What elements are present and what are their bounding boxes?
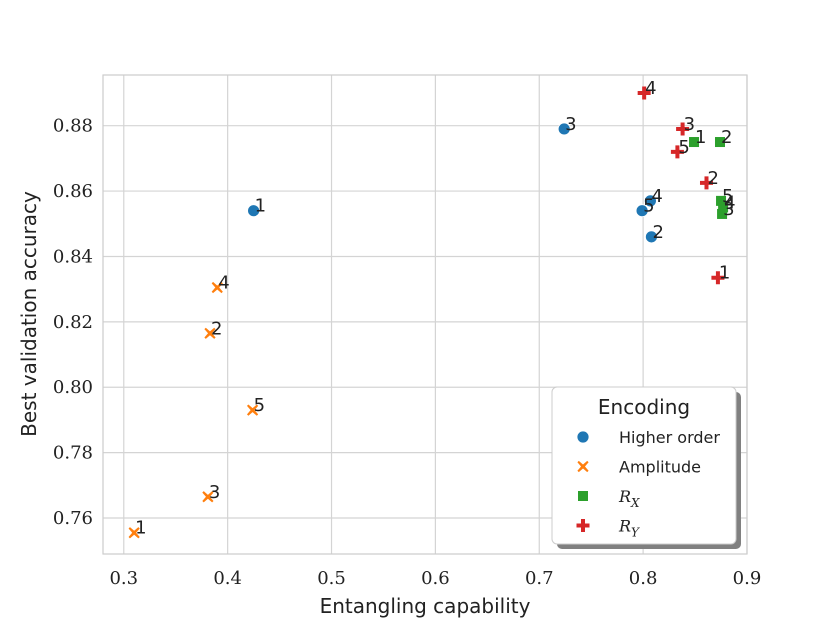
point-label: 2: [211, 318, 222, 339]
point-label: 5: [254, 395, 265, 416]
data-point: [699, 176, 713, 190]
point-label: 5: [678, 137, 689, 158]
data-point: [714, 137, 725, 148]
point-label: 2: [721, 127, 732, 148]
x-tick-label: 0.8: [629, 568, 658, 589]
point-label: 3: [565, 114, 576, 135]
point-label: 2: [652, 222, 663, 243]
point-label: 4: [724, 192, 735, 213]
data-point: [716, 195, 727, 206]
data-point: [670, 145, 684, 159]
y-tick-label: 0.78: [53, 443, 93, 464]
legend-label: Amplitude: [619, 458, 701, 477]
point-label: 3: [209, 482, 220, 503]
legend-label: Higher order: [619, 428, 720, 447]
point-label: 5: [722, 186, 733, 207]
data-point: [247, 204, 261, 218]
data-point: [718, 202, 729, 213]
data-point: [211, 281, 223, 294]
point-label: 5: [643, 196, 654, 217]
legend-marker: [577, 460, 589, 473]
y-tick-label: 0.88: [53, 116, 93, 137]
y-tick-label: 0.80: [53, 377, 93, 398]
data-point: [689, 137, 700, 148]
data-point: [557, 122, 571, 136]
point-label: 3: [723, 199, 734, 220]
data-point: [645, 230, 658, 244]
point-label: 2: [707, 168, 718, 189]
y-tick-label: 0.82: [53, 312, 93, 333]
point-label: 4: [651, 186, 662, 207]
data-point: [644, 194, 657, 208]
data-point: [246, 404, 259, 416]
point-label: 1: [135, 518, 146, 539]
data-point: [717, 208, 728, 219]
x-tick-labels: 0.3 0.4 0.5 0.6 0.7 0.8 0.9: [109, 568, 761, 589]
x-tick-label: 0.4: [213, 568, 242, 589]
legend-marker: [576, 519, 590, 532]
y-tick-labels: 0.76 0.78 0.80 0.82 0.84 0.86 0.88: [53, 116, 93, 529]
legend-label: RY: [618, 517, 640, 540]
point-label: 1: [695, 127, 706, 148]
legend-box: [551, 386, 737, 545]
x-tick-label: 0.7: [525, 568, 554, 589]
legend-marker: [576, 430, 590, 444]
grid-lines: [103, 75, 748, 554]
y-tick-label: 0.76: [53, 508, 93, 529]
x-axis-title: Entangling capability: [320, 594, 531, 618]
plot-frame: [102, 74, 748, 555]
data-point: [202, 491, 214, 503]
legend-title: Encoding: [598, 395, 690, 419]
point-label: 4: [218, 273, 229, 294]
data-point: [711, 271, 725, 285]
legend: Encoding Higher order Amplitude RX RY: [551, 386, 741, 549]
x-tick-label: 0.6: [421, 568, 450, 589]
point-markers: [128, 86, 729, 539]
legend-label: RX: [618, 487, 640, 510]
data-point: [637, 86, 651, 100]
y-tick-label: 0.86: [53, 181, 93, 202]
point-label: 4: [645, 78, 656, 99]
point-label: 1: [719, 263, 730, 284]
x-tick-label: 0.3: [109, 568, 138, 589]
data-point: [676, 122, 690, 136]
point-label: 1: [255, 196, 266, 217]
legend-marker: [578, 491, 588, 501]
data-point: [204, 327, 216, 339]
y-axis-title: Best validation accuracy: [17, 191, 41, 437]
x-tick-label: 0.9: [733, 568, 762, 589]
data-point: [635, 204, 649, 218]
data-point: [128, 527, 140, 539]
point-label: 3: [684, 114, 695, 135]
y-tick-label: 0.84: [53, 246, 93, 267]
x-tick-label: 0.5: [317, 568, 346, 589]
